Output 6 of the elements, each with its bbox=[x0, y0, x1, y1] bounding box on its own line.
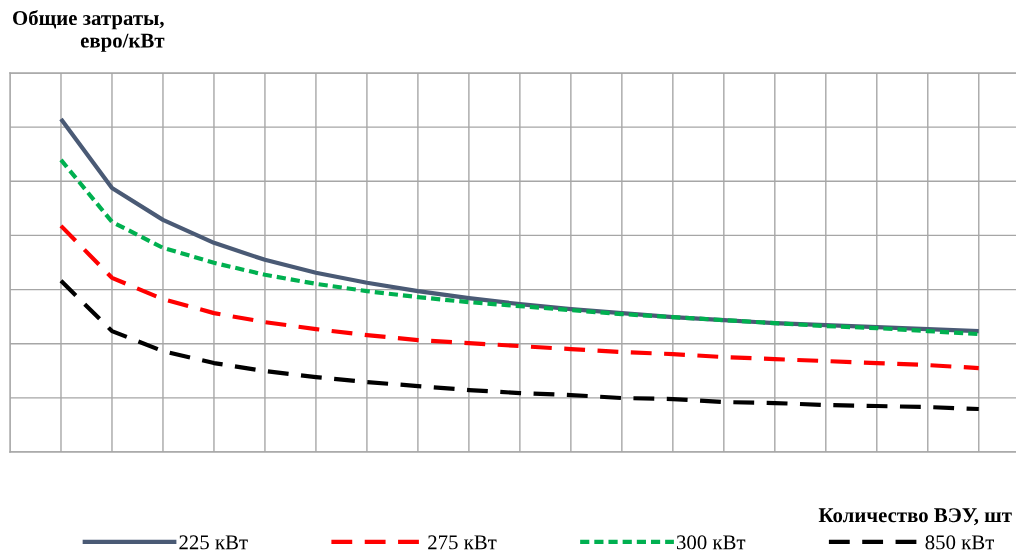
x-axis-title: Количество ВЭУ, шт bbox=[818, 508, 1012, 526]
y-axis-title: Общие затраты, евро/кВт bbox=[13, 10, 165, 52]
legend-label: 225 кВт bbox=[179, 535, 248, 550]
legend-label: 300 кВт bbox=[676, 535, 746, 550]
legend-label: 275 кВт bbox=[428, 535, 497, 550]
legend-label: 850 кВт bbox=[925, 535, 994, 550]
